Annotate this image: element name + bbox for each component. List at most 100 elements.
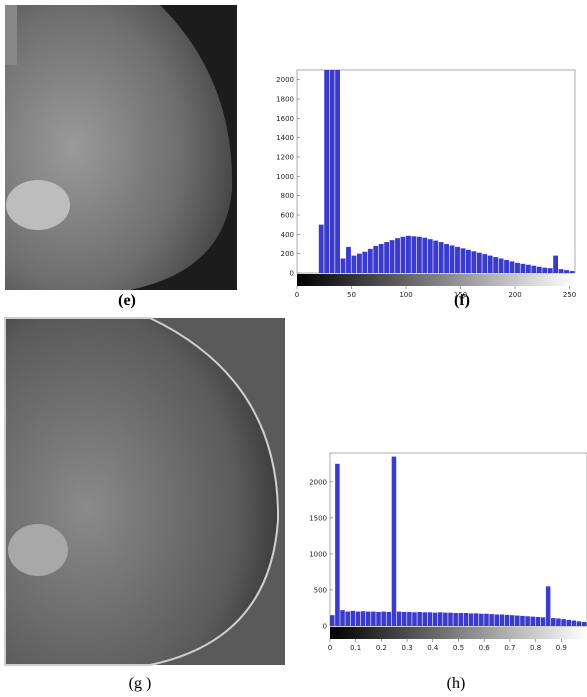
bar [389, 240, 395, 273]
plot-frame [329, 452, 587, 627]
bar [515, 262, 520, 273]
bar [453, 613, 458, 626]
caption: (g ) [129, 675, 152, 692]
colorbar [330, 627, 587, 639]
bar [351, 255, 357, 273]
x-tick-label: 0.8 [530, 644, 541, 652]
bar [346, 246, 351, 273]
bar [340, 258, 346, 273]
bar [547, 268, 553, 273]
y-tick-label: 800 [281, 192, 294, 200]
x-tick-label: 0.3 [402, 644, 413, 652]
bar [367, 248, 373, 273]
bar [412, 612, 417, 626]
bar [571, 620, 577, 626]
bar [378, 244, 384, 273]
bar [504, 259, 509, 273]
bar [391, 456, 397, 626]
bar [340, 610, 345, 626]
bar [460, 248, 466, 273]
bar [427, 612, 433, 626]
bar [545, 586, 551, 626]
y-tick-label: 2000 [276, 76, 294, 84]
x-tick-label: 100 [399, 291, 412, 299]
bar [427, 239, 433, 273]
x-tick-label: 0.2 [376, 644, 387, 652]
y-tick-label: 600 [281, 212, 294, 220]
colorbar [297, 274, 575, 286]
bar [384, 242, 390, 273]
bar [355, 611, 361, 626]
bar [401, 611, 407, 626]
y-tick-label: 2000 [309, 478, 327, 486]
bar [335, 463, 340, 626]
x-tick-label: 0.5 [453, 644, 464, 652]
bar [416, 236, 422, 273]
bars [330, 456, 587, 626]
bar [553, 255, 559, 273]
bar [484, 613, 489, 626]
bar [444, 244, 450, 273]
bar [381, 611, 386, 626]
y-tick-label: 1800 [276, 96, 294, 104]
bar [437, 612, 443, 626]
x-tick-label: 0.6 [479, 644, 491, 652]
caption: (e) [118, 292, 136, 309]
caption: (h) [447, 675, 466, 692]
bar [493, 257, 499, 273]
x-tick-label: 200 [508, 291, 521, 299]
bar [482, 254, 488, 273]
y-tick-label: 0 [290, 270, 294, 278]
bar [556, 618, 561, 626]
bar [362, 251, 368, 273]
bar [406, 235, 411, 273]
bar [329, 70, 335, 273]
bar [561, 619, 566, 626]
bar [465, 249, 471, 273]
bar [371, 611, 376, 626]
bar [536, 266, 542, 273]
y-tick-label: 400 [281, 231, 294, 239]
x-tick-label: 0.7 [504, 644, 515, 652]
bar [458, 613, 464, 626]
y-tick-label: 1400 [276, 134, 294, 142]
x-tick-label: 0.9 [556, 644, 567, 652]
bar [530, 616, 535, 626]
bar [411, 236, 417, 273]
bar [504, 614, 510, 626]
bar [487, 255, 493, 273]
bar [476, 252, 482, 273]
bar [576, 621, 582, 626]
bar [566, 619, 571, 626]
bar [335, 70, 341, 273]
bar [494, 614, 500, 626]
bar [443, 612, 448, 626]
x-tick-label: 250 [563, 291, 576, 299]
bar [400, 236, 406, 273]
plot-frame [296, 69, 576, 274]
bar [520, 263, 526, 273]
bar [417, 611, 422, 626]
bar [422, 612, 428, 626]
y-tick-label: 200 [281, 250, 294, 258]
bar [330, 615, 335, 626]
y-tick-label: 1600 [276, 115, 294, 123]
bar [525, 264, 531, 273]
bar [551, 618, 556, 626]
y-tick-label: 1000 [309, 550, 327, 558]
bar [531, 265, 537, 273]
x-tick-label: 0 [328, 644, 332, 652]
bars [318, 70, 575, 273]
bar [365, 611, 371, 626]
bar [498, 258, 504, 273]
bar [360, 611, 366, 626]
bar [542, 267, 548, 273]
bar [422, 237, 428, 273]
y-tick-label: 1200 [276, 154, 294, 162]
x-tick-label: 0.1 [350, 644, 361, 652]
bar [395, 238, 400, 273]
bar [433, 240, 439, 273]
bar [324, 70, 330, 273]
